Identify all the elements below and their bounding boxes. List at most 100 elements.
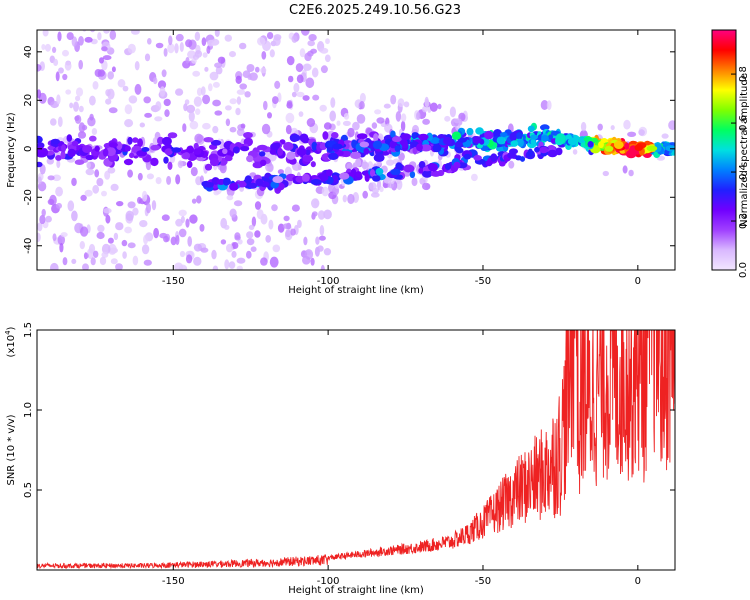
heatmap-blob — [163, 235, 169, 243]
ridge-blob — [50, 138, 61, 145]
heatmap-blob — [597, 123, 603, 131]
heatmap-blob — [53, 58, 59, 66]
heatmap-blob — [47, 175, 55, 181]
heatmap-blob — [277, 169, 284, 175]
heatmap-blob — [193, 96, 202, 107]
ridge-blob — [418, 133, 429, 141]
heatmap-blob — [56, 94, 61, 105]
heatmap-blob — [143, 96, 151, 104]
heatmap-blob — [105, 98, 112, 105]
heatmap-blob — [134, 60, 140, 71]
ridge-blob — [229, 182, 239, 191]
ridge-blob — [248, 182, 258, 189]
heatmap-blob — [214, 30, 220, 37]
heatmap-blob — [82, 263, 89, 270]
heatmap-blob — [283, 215, 290, 222]
ridge-blob — [302, 155, 314, 162]
ridge-blob — [363, 147, 370, 155]
ridge-blob — [400, 133, 412, 141]
heatmap-blob — [102, 55, 112, 61]
ridge-blob — [604, 145, 614, 152]
heatmap-blob — [330, 97, 336, 108]
snr-series-line — [37, 330, 675, 570]
heatmap-xtick-label: 0 — [635, 276, 641, 287]
heatmap-frame — [36, 29, 676, 271]
heatmap-blob — [46, 157, 54, 165]
heatmap-blob — [188, 111, 195, 122]
heatmap-blob — [86, 161, 91, 169]
ridge-blob — [331, 132, 339, 139]
heatmap-blob — [89, 95, 96, 106]
heatmap-blob — [166, 175, 172, 185]
heatmap-blob — [84, 253, 89, 259]
ridge-blob — [430, 170, 442, 177]
ridge-blob — [453, 161, 461, 169]
heatmap-blob — [90, 257, 96, 266]
heatmap-blob — [175, 88, 184, 96]
heatmap-blob — [359, 92, 366, 103]
heatmap-blob — [224, 259, 230, 270]
heatmap-blob — [116, 201, 124, 207]
heatmap-blob — [164, 109, 170, 117]
ridge-blob — [186, 160, 193, 168]
heatmap-blob — [185, 218, 190, 228]
ridge-blob — [127, 136, 133, 145]
heatmap-blob — [92, 81, 99, 90]
ridge-blob — [193, 142, 199, 150]
colorbar-bar — [711, 29, 737, 271]
heatmap-blob — [182, 123, 187, 132]
heatmap-blob — [272, 96, 279, 105]
ridge-blob — [392, 136, 402, 143]
heatmap-blob — [202, 122, 211, 130]
ridge-blob — [530, 138, 536, 146]
heatmap-blob — [235, 107, 241, 116]
ridge-blob — [299, 133, 309, 143]
heatmap-blob — [180, 215, 185, 223]
heatmap-blob — [178, 228, 187, 238]
heatmap-blob — [239, 83, 247, 90]
heatmap-blob — [157, 80, 167, 89]
heatmap-blob — [146, 203, 151, 214]
heatmap-blob — [71, 210, 78, 222]
ridge-blob — [534, 146, 540, 153]
ridge-blob — [256, 144, 268, 151]
heatmap-blob — [124, 226, 132, 234]
heatmap-blob — [82, 30, 87, 32]
heatmap-blob — [453, 118, 462, 124]
heatmap-blob — [52, 174, 62, 182]
heatmap-blob — [374, 109, 382, 115]
heatmap-blob — [80, 194, 87, 201]
heatmap-blob — [89, 113, 94, 121]
heatmap-blob — [185, 254, 193, 264]
ridge-blob — [509, 148, 518, 155]
heatmap-blob — [217, 56, 226, 64]
heatmap-blob — [312, 94, 320, 101]
ridge-blob — [305, 149, 311, 156]
heatmap-blob — [125, 210, 134, 221]
ridge-blob — [359, 141, 370, 148]
ridge-blob — [332, 143, 343, 150]
heatmap-blob — [342, 120, 351, 126]
ridge-blob — [499, 161, 506, 167]
snr-frame — [36, 329, 676, 571]
heatmap-blob — [167, 43, 175, 54]
heatmap-blob — [141, 190, 148, 202]
heatmap-blob — [400, 120, 406, 132]
heatmap-blob — [137, 196, 142, 204]
snr-ticks: -150 -100 -50 0 0.5 1.0 1.5 — [23, 322, 675, 587]
heatmap-blob — [55, 71, 60, 82]
heatmap-blob — [124, 119, 134, 128]
heatmap-blob — [403, 101, 410, 108]
heatmap-blob — [177, 160, 184, 169]
heatmap-blob — [199, 224, 205, 232]
heatmap-blob — [293, 82, 300, 93]
heatmap-blob — [107, 237, 114, 244]
heatmap-blob — [104, 170, 111, 180]
heatmap-blob — [132, 207, 139, 216]
heatmap-blob — [71, 258, 77, 264]
ridge-blob — [416, 143, 423, 152]
ridge-blob — [555, 147, 563, 156]
heatmap-blob — [75, 95, 81, 102]
heatmap-blob — [239, 42, 247, 50]
ridge-blob — [37, 135, 43, 144]
